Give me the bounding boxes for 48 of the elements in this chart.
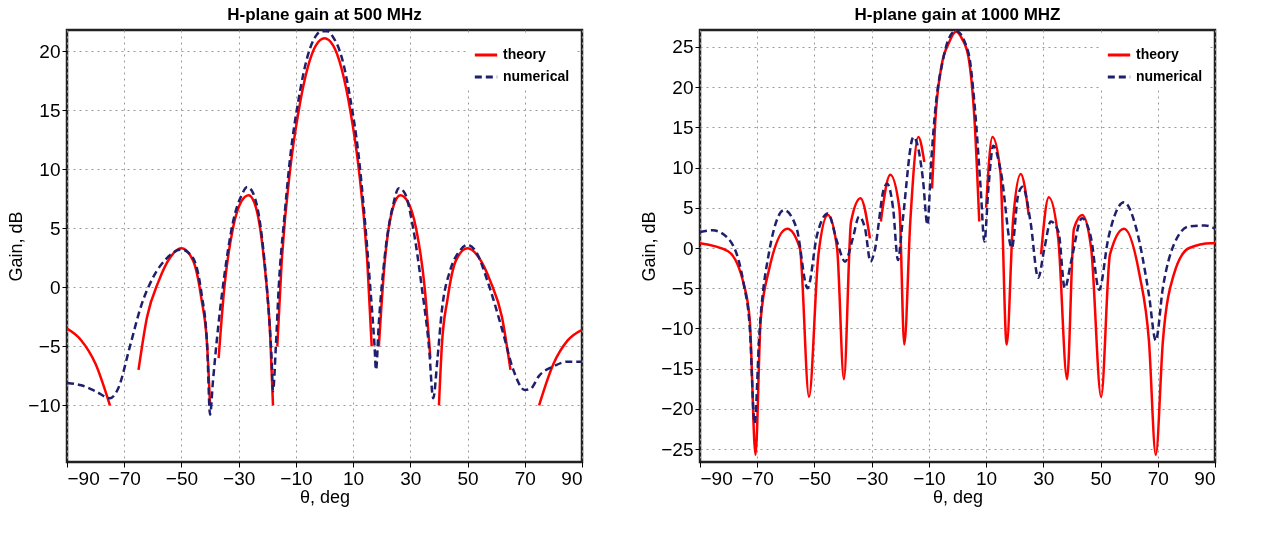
y-tick-label: 10 <box>672 157 694 179</box>
x-tick-label: −50 <box>798 467 832 489</box>
x-tick-label: −70 <box>108 467 141 489</box>
legend-label: theory <box>503 46 546 62</box>
x-tick-label: −30 <box>223 467 256 489</box>
x-tick-label: 90 <box>1194 467 1216 489</box>
y-tick-label: −5 <box>38 335 61 357</box>
x-tick-label: −50 <box>165 467 199 489</box>
x-tick-label: 30 <box>400 467 422 489</box>
x-tick-label: −70 <box>741 467 774 489</box>
legend-label: theory <box>1136 46 1179 62</box>
y-tick-label: 25 <box>672 36 694 58</box>
x-tick-label: −10 <box>913 467 946 489</box>
x-tick-label: −10 <box>280 467 313 489</box>
y-axis-title: Gain, dB <box>6 211 27 282</box>
y-tick-label: −15 <box>661 358 694 380</box>
x-tick-label: 10 <box>976 467 998 489</box>
x-tick-label: 10 <box>343 467 365 489</box>
y-tick-label: 20 <box>39 40 61 62</box>
y-tick-label: 20 <box>672 76 694 98</box>
x-tick-label: 50 <box>457 467 479 489</box>
y-tick-label: 15 <box>672 116 694 138</box>
y-tick-label: 0 <box>49 276 61 298</box>
x-tick-label: −30 <box>856 467 889 489</box>
y-tick-label: 5 <box>49 217 61 239</box>
x-tick-label: 70 <box>1147 467 1169 489</box>
y-tick-label: −5 <box>671 277 694 299</box>
chart-title: H-plane gain at 1000 MHZ <box>854 5 1061 24</box>
legend-label: numerical <box>1136 68 1203 84</box>
x-tick-label: 90 <box>561 467 583 489</box>
x-axis-title: θ, deg <box>932 486 984 507</box>
y-tick-label: −10 <box>28 394 61 416</box>
x-tick-label: −90 <box>67 467 100 489</box>
x-tick-label: 70 <box>514 467 536 489</box>
y-tick-label: −10 <box>661 317 694 339</box>
y-tick-label: −25 <box>661 438 694 460</box>
y-tick-label: 10 <box>39 158 61 180</box>
y-tick-label: 5 <box>682 197 694 219</box>
y-tick-label: −20 <box>661 398 694 420</box>
x-axis-title: θ, deg <box>299 486 351 507</box>
y-tick-label: 0 <box>682 237 694 259</box>
y-tick-label: 15 <box>39 99 61 121</box>
x-tick-label: 30 <box>1033 467 1055 489</box>
x-tick-label: 50 <box>1090 467 1112 489</box>
x-tick-label: −90 <box>700 467 733 489</box>
chart-title: H-plane gain at 500 MHz <box>227 5 422 24</box>
y-axis-title: Gain, dB <box>639 211 660 282</box>
legend-label: numerical <box>503 68 570 84</box>
